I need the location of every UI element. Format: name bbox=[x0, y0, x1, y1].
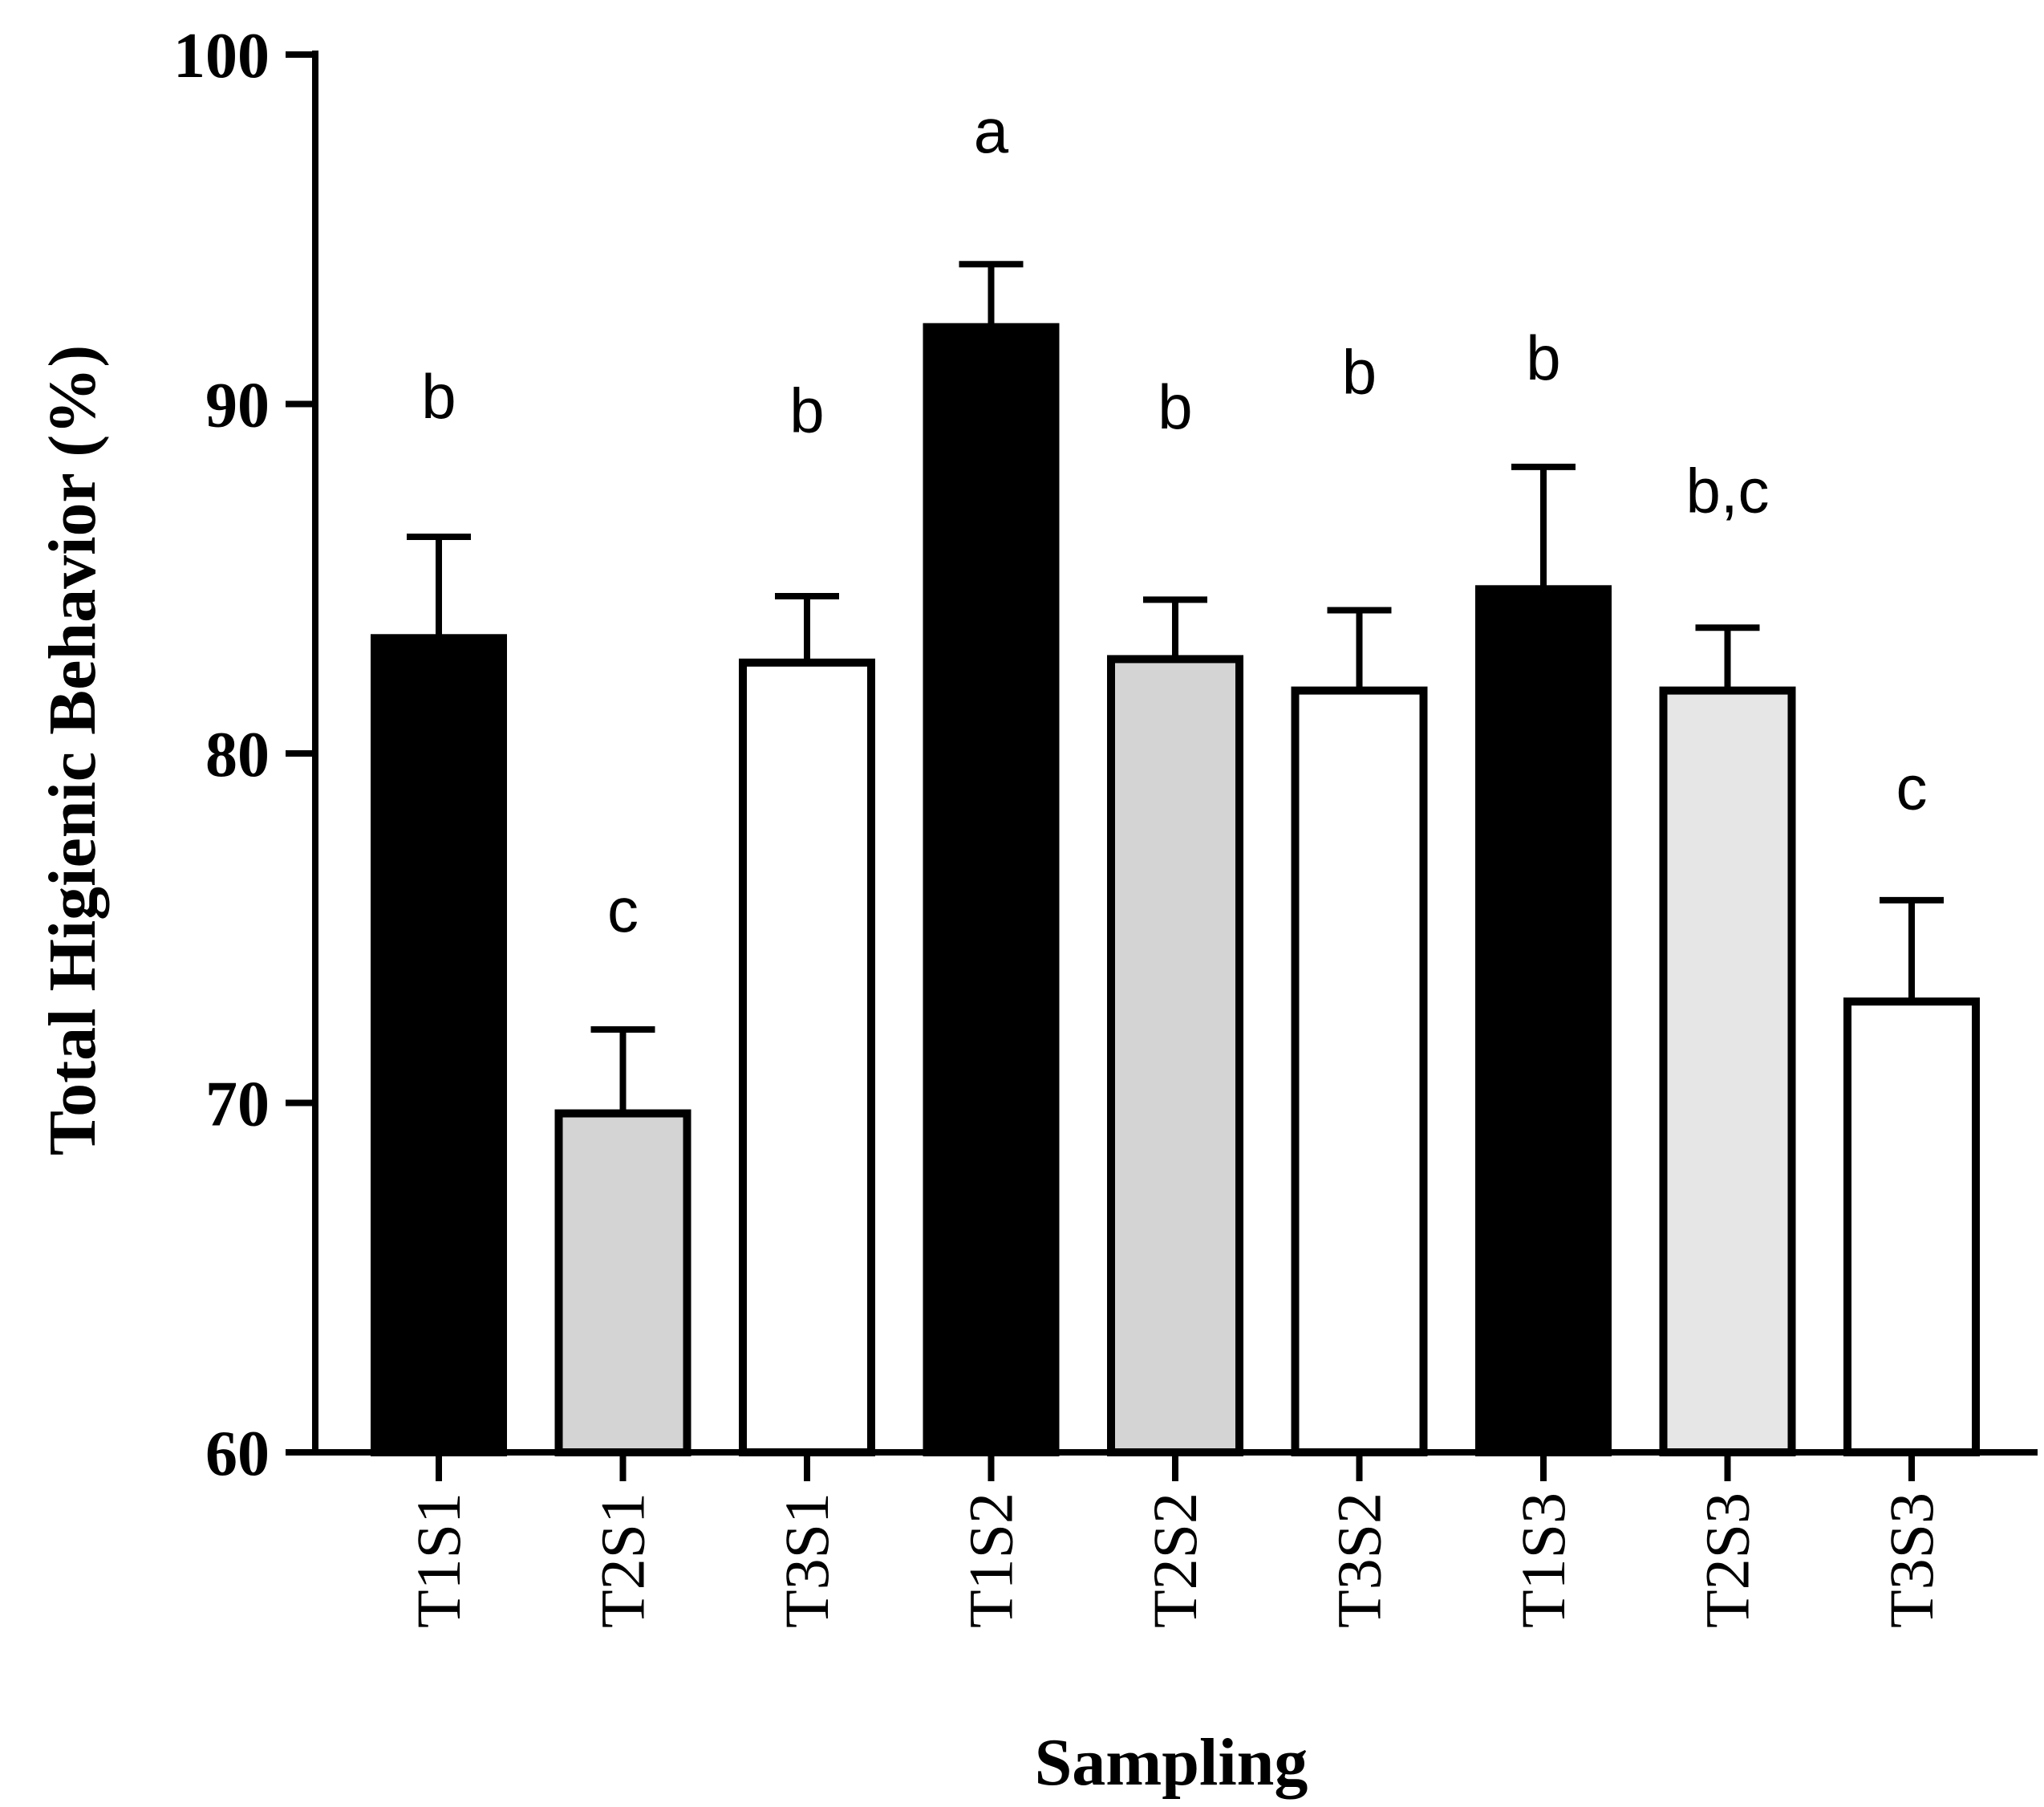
significance-label-t2s3: b,c bbox=[1685, 456, 1769, 526]
bar-t3s2 bbox=[1291, 686, 1428, 1456]
significance-label-t1s2: a bbox=[974, 95, 1009, 166]
x-tick-label-t3s1: T3S1 bbox=[772, 1492, 842, 1628]
bar-t1s1 bbox=[371, 634, 507, 1456]
y-tick-label: 100 bbox=[173, 21, 270, 91]
significance-label-t2s1: c bbox=[607, 875, 639, 945]
x-tick-label-t1s3: T1S3 bbox=[1508, 1492, 1578, 1628]
bar-t2s3 bbox=[1659, 686, 1796, 1456]
bar-t3s1 bbox=[739, 658, 875, 1456]
y-tick-label: 80 bbox=[205, 720, 270, 790]
y-axis-title: Total Higienic Behavior (%) bbox=[35, 345, 110, 1155]
x-tick-label-t2s1: T2S1 bbox=[588, 1492, 658, 1628]
y-tick-label: 60 bbox=[205, 1419, 270, 1489]
significance-label-t2s2: b bbox=[1158, 372, 1192, 442]
significance-label-t3s2: b bbox=[1342, 336, 1377, 407]
x-tick-label-t1s1: T1S1 bbox=[404, 1492, 473, 1628]
significance-label-t1s3: b bbox=[1526, 323, 1560, 393]
x-tick-label-t3s2: T3S2 bbox=[1324, 1492, 1394, 1628]
x-tick-label-t1s2: T1S2 bbox=[956, 1492, 1026, 1628]
x-tick-label-t2s3: T2S3 bbox=[1693, 1492, 1762, 1628]
significance-labels: b c b a b b b b,c c bbox=[421, 95, 1927, 945]
significance-label-t1s1: b bbox=[421, 361, 456, 432]
bar-t3s3 bbox=[1843, 997, 1980, 1456]
y-ticks: 60 70 80 90 100 bbox=[173, 21, 315, 1489]
x-axis-title: Sampling bbox=[1035, 1725, 1308, 1800]
y-tick-label: 70 bbox=[205, 1070, 270, 1140]
y-tick-label: 90 bbox=[205, 371, 270, 441]
bar-t2s2 bbox=[1107, 655, 1243, 1456]
x-ticks: T1S1 T2S1 T3S1 T1S2 T2S2 T3S2 T1S3 T2S3 T3S3 bbox=[404, 1452, 1946, 1628]
significance-label-t3s1: b bbox=[789, 375, 824, 445]
significance-label-t3s3: c bbox=[1896, 753, 1928, 823]
x-tick-label-t3s3: T3S3 bbox=[1876, 1492, 1946, 1628]
bar-t2s1 bbox=[554, 1109, 691, 1456]
error-bars-layer bbox=[407, 261, 1944, 1114]
bar-t1s2 bbox=[923, 323, 1060, 1457]
x-tick-label-t2s2: T2S2 bbox=[1140, 1492, 1210, 1628]
bar-t1s3 bbox=[1475, 585, 1612, 1457]
